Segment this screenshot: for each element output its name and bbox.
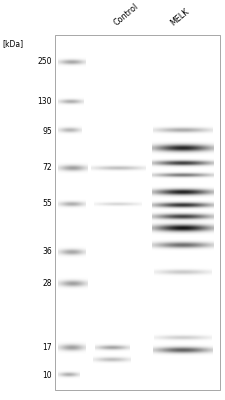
Text: 72: 72: [42, 164, 52, 172]
Text: 95: 95: [42, 126, 52, 136]
FancyBboxPatch shape: [55, 35, 220, 390]
Text: 17: 17: [42, 344, 52, 352]
Text: 55: 55: [42, 200, 52, 208]
Text: Control: Control: [112, 2, 140, 28]
Text: 36: 36: [42, 248, 52, 256]
Text: 28: 28: [43, 280, 52, 288]
Text: 130: 130: [38, 98, 52, 106]
Text: MELK: MELK: [169, 7, 191, 28]
Text: 250: 250: [38, 58, 52, 66]
Text: 10: 10: [42, 370, 52, 380]
Text: [kDa]: [kDa]: [2, 39, 23, 48]
